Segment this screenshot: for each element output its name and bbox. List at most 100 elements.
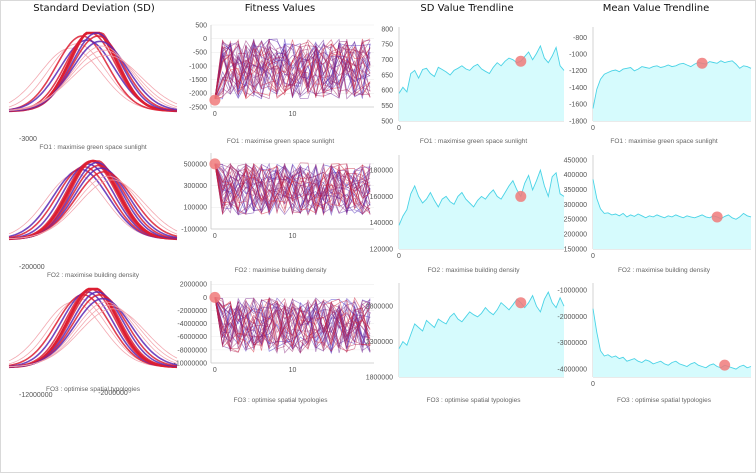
fitness-series-line	[214, 297, 371, 353]
fitness-xtick: 0	[213, 233, 217, 240]
fitness-xtick: 10	[289, 367, 297, 374]
fitness-series-line	[214, 163, 371, 214]
sd-trend-area	[399, 45, 564, 121]
fitness-series-line	[214, 42, 371, 100]
fitness-ytick: -500	[193, 50, 207, 57]
mean-trend-xtick: 0	[591, 253, 595, 260]
mean-trend-caption: FO2 : maximise building density	[618, 267, 711, 274]
sd-trend-ytick: 180000	[370, 168, 393, 175]
fitness-ytick: -2500	[189, 104, 207, 111]
sd-trend-marker	[515, 190, 527, 202]
fitness-series-line	[214, 163, 371, 217]
fitness-ytick: -10000000	[174, 360, 208, 367]
fitness-series-line	[214, 162, 371, 215]
fitness-marker	[209, 158, 221, 170]
sd-trend-line	[398, 291, 565, 349]
mean-trend-ytick: 200000	[564, 232, 587, 239]
sd-curve	[8, 308, 178, 367]
fitness-ytick: 500000	[184, 161, 207, 168]
fitness-ytick: 500	[195, 22, 207, 29]
fitness-ytick: -2000	[189, 91, 207, 98]
fitness-xtick: 0	[213, 111, 217, 118]
header-mean-trendline: Mean Value Trendline	[602, 3, 710, 14]
header-sd-trendline: SD Value Trendline	[420, 3, 514, 14]
sd-curve	[8, 49, 178, 111]
sd-trend-ytick: 500	[381, 118, 393, 125]
mean-trend-ytick: -800	[573, 35, 587, 42]
sd-axis-label: -2000000	[98, 390, 128, 397]
sd-trend-ytick: 2300000	[366, 339, 393, 346]
sd-trend-ytick: 160000	[370, 194, 393, 201]
fitness-ytick: -6000000	[177, 334, 207, 341]
sd-trend-line	[398, 44, 565, 94]
fitness-series-line	[214, 46, 371, 100]
fitness-marker	[209, 291, 221, 303]
sd-curve	[8, 293, 178, 368]
fitness-ytick: 100000	[184, 205, 207, 212]
mean-trend-ytick: -1800	[569, 118, 587, 125]
fitness-ytick: 2000000	[180, 282, 207, 289]
sd-curve	[8, 168, 177, 240]
mean-trend-ytick: -1400	[569, 85, 587, 92]
fitness-series-line	[214, 38, 371, 99]
fitness-series-line	[214, 40, 371, 100]
mean-trend-ytick: 350000	[564, 187, 587, 194]
sd-trend-marker	[515, 55, 527, 67]
mean-trend-marker	[719, 359, 731, 371]
header-standard-deviation: Standard Deviation (SD)	[33, 3, 155, 14]
fitness-series-line	[214, 163, 371, 214]
fitness-caption: FO1 : maximise green space sunlight	[227, 138, 334, 145]
sd-caption: FO2 : maximise building density	[47, 272, 140, 279]
mean-trend-ytick: 400000	[564, 172, 587, 179]
sd-trend-caption: FO2 : maximise building density	[427, 267, 520, 274]
mean-trend-ytick: -2000000	[557, 314, 587, 321]
fitness-series-line	[214, 297, 371, 350]
fitness-series-line	[214, 163, 371, 215]
mean-trend-marker	[711, 211, 723, 223]
sd-curve	[8, 179, 178, 239]
fitness-series-line	[214, 297, 371, 352]
fitness-series-line	[214, 163, 371, 214]
sd-trend-xtick: 0	[397, 253, 401, 260]
mean-trend-ytick: -4000000	[557, 367, 587, 374]
sd-curve	[8, 47, 177, 112]
mean-trend-caption: FO3 : optimise spatial typologies	[617, 397, 712, 404]
fitness-series-line	[214, 163, 371, 216]
sd-axis-label: -3000	[19, 136, 37, 143]
mean-trend-area	[593, 308, 751, 377]
sd-caption: FO3 : optimise spatial typologies	[46, 386, 141, 393]
sd-trend-ytick: 120000	[370, 246, 393, 253]
sd-curve	[8, 54, 178, 111]
fitness-series-line	[214, 297, 371, 352]
sd-axis-label: -12000000	[19, 392, 53, 399]
sd-curve	[8, 167, 178, 240]
mean-trend-ytick: 150000	[564, 246, 587, 253]
fitness-series-line	[214, 163, 371, 214]
sd-trend-area	[399, 170, 564, 249]
fitness-caption: FO3 : optimise spatial typologies	[234, 397, 329, 404]
mean-trend-ytick: -1600	[569, 102, 587, 109]
fitness-ytick: -2000000	[177, 308, 207, 315]
mean-trend-xtick: 0	[591, 381, 595, 388]
fitness-xtick: 10	[289, 233, 297, 240]
mean-trend-ytick: -1200	[569, 68, 587, 75]
fitness-series-line	[214, 162, 371, 215]
fitness-series-line	[214, 297, 371, 350]
sd-curve	[8, 45, 178, 111]
sd-trend-ytick: 550	[381, 103, 393, 110]
fitness-ytick: -1000	[189, 63, 207, 70]
fitness-ytick: -4000000	[177, 321, 207, 328]
sd-trend-ytick: 140000	[370, 220, 393, 227]
fitness-marker	[209, 94, 221, 106]
mean-trend-xtick: 0	[591, 125, 595, 132]
fitness-series-line	[214, 297, 371, 353]
fitness-xtick: 0	[213, 367, 217, 374]
header-fitness-values: Fitness Values	[244, 3, 316, 14]
sd-caption: FO1 : maximise green space sunlight	[39, 144, 146, 151]
fitness-ytick: -8000000	[177, 347, 207, 354]
mean-trend-line	[592, 60, 752, 109]
mean-trend-ytick: 300000	[564, 202, 587, 209]
sd-trend-area	[399, 292, 564, 377]
